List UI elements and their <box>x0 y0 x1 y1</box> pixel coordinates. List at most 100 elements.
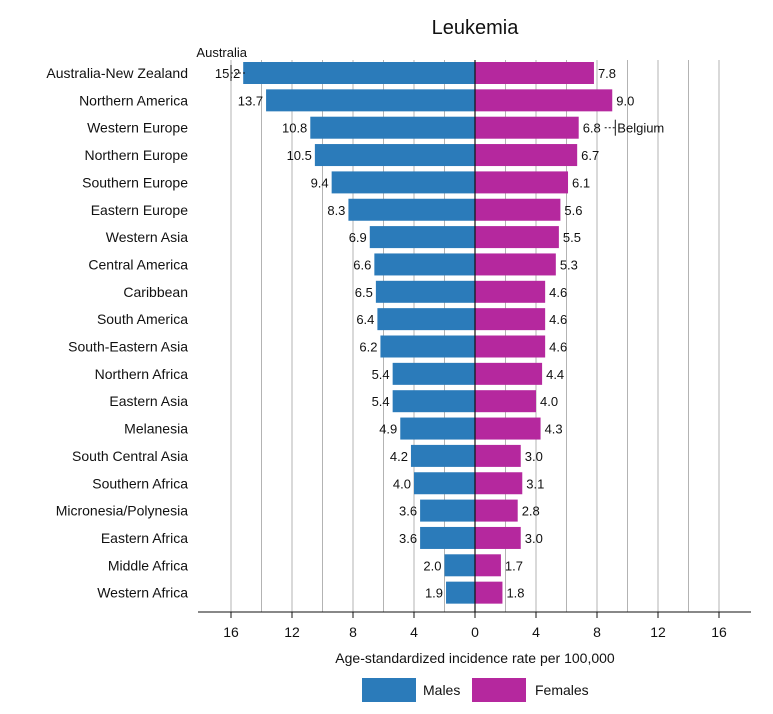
category-label: Eastern Africa <box>101 530 188 546</box>
value-label-males: 4.9 <box>379 422 397 437</box>
value-label-females: 2.8 <box>522 504 540 519</box>
bar-males <box>392 390 475 413</box>
legend-swatch-males <box>362 678 416 702</box>
value-label-males: 1.9 <box>425 586 443 601</box>
x-axis: 16 12 8 4 0 4 8 12 16 <box>198 60 751 640</box>
category-label: Eastern Asia <box>109 393 188 409</box>
value-label-males: 4.2 <box>390 449 408 464</box>
category-label: Western Asia <box>106 229 188 245</box>
value-label-males: 6.6 <box>353 257 371 272</box>
bar-females <box>475 362 543 385</box>
value-label-males: 3.6 <box>399 504 417 519</box>
x-tick-label: 16 <box>223 624 239 640</box>
value-label-females: 4.6 <box>549 312 567 327</box>
value-label-females: 4.6 <box>549 285 567 300</box>
value-label-females: 6.8 <box>583 121 601 136</box>
value-label-females: 6.7 <box>581 148 599 163</box>
category-label: Micronesia/Polynesia <box>56 503 188 519</box>
bar-males <box>243 62 475 84</box>
value-label-males: 5.4 <box>372 367 390 382</box>
category-label: Northern Africa <box>95 366 189 382</box>
value-label-males: 6.5 <box>355 285 373 300</box>
value-labels: 15.2 7.8 13.7 9.0 10.8 6.8 10.5 6.7 9.4 6.1 8.3 5.6… <box>215 66 634 601</box>
value-label-females: 4.4 <box>546 367 564 382</box>
value-label-males: 6.9 <box>349 230 367 245</box>
value-label-females: 1.7 <box>505 558 523 573</box>
value-label-males: 13.7 <box>238 93 263 108</box>
bar-females <box>475 226 559 249</box>
bar-females <box>475 198 561 221</box>
bar-females <box>475 581 503 604</box>
bar-males <box>380 335 475 358</box>
value-label-females: 3.0 <box>525 531 543 546</box>
value-label-males: 15.2 <box>215 66 240 81</box>
bar-females <box>475 554 501 577</box>
value-label-females: 4.0 <box>540 394 558 409</box>
bar-females <box>475 499 518 522</box>
value-label-males: 2.0 <box>423 558 441 573</box>
category-label: Caribbean <box>123 284 188 300</box>
x-axis-label: Age-standardized incidence rate per 100,… <box>335 650 615 666</box>
category-label: Southern Africa <box>92 475 188 491</box>
bar-males <box>420 526 475 549</box>
x-tick-label: 12 <box>650 624 666 640</box>
legend-swatch-females <box>472 678 526 702</box>
x-tick-label: 8 <box>593 624 601 640</box>
bar-males <box>420 499 475 522</box>
x-tick-label: 0 <box>471 624 479 640</box>
legend-label-females: Females <box>535 682 589 698</box>
category-label: Northern America <box>79 92 188 108</box>
category-label: Australia-New Zealand <box>46 65 188 81</box>
chart-title: Leukemia <box>432 17 520 39</box>
value-label-males: 10.8 <box>282 121 307 136</box>
bar-males <box>331 171 475 194</box>
category-label: Middle Africa <box>108 557 188 573</box>
x-tick-label: 12 <box>284 624 300 640</box>
bar-males <box>377 308 475 331</box>
category-label: Western Africa <box>97 585 188 601</box>
bar-males <box>400 417 475 440</box>
bar-females <box>475 417 541 440</box>
bar-females <box>475 444 521 467</box>
x-tick-label: 16 <box>711 624 727 640</box>
value-label-males: 4.0 <box>393 476 411 491</box>
bar-females <box>475 116 579 139</box>
value-label-females: 9.0 <box>616 93 634 108</box>
category-label: South America <box>97 311 188 327</box>
value-label-females: 6.1 <box>572 175 590 190</box>
bar-males <box>414 472 475 495</box>
annotation-label: Australia <box>196 45 247 60</box>
value-label-females: 4.3 <box>545 422 563 437</box>
value-label-females: 3.1 <box>526 476 544 491</box>
bar-females <box>475 62 594 84</box>
bar-males <box>375 280 475 303</box>
value-label-males: 6.2 <box>359 340 377 355</box>
value-label-females: 5.5 <box>563 230 581 245</box>
category-label: Melanesia <box>124 421 188 437</box>
bar-males <box>348 198 475 221</box>
category-label: Southern Europe <box>82 174 188 190</box>
bar-females <box>475 171 569 194</box>
category-label: Central America <box>88 256 188 272</box>
value-label-females: 4.6 <box>549 340 567 355</box>
value-label-males: 9.4 <box>311 175 329 190</box>
bar-males <box>392 362 475 385</box>
bar-males <box>310 116 475 139</box>
value-label-females: 5.3 <box>560 257 578 272</box>
annotations: Australia Belgium <box>196 45 664 136</box>
value-label-females: 3.0 <box>525 449 543 464</box>
bar-females <box>475 390 536 413</box>
category-label: South Central Asia <box>72 448 188 464</box>
bar-females <box>475 526 521 549</box>
value-label-females: 5.6 <box>564 203 582 218</box>
bar-females <box>475 89 613 112</box>
category-label: Western Europe <box>87 120 188 136</box>
category-label: South-Eastern Asia <box>68 339 188 355</box>
bar-females <box>475 308 546 331</box>
bar-females <box>475 335 546 358</box>
x-tick-label: 8 <box>349 624 357 640</box>
annotation-label: Belgium <box>617 121 664 136</box>
category-label: Northern Europe <box>84 147 188 163</box>
bar-females <box>475 253 556 276</box>
